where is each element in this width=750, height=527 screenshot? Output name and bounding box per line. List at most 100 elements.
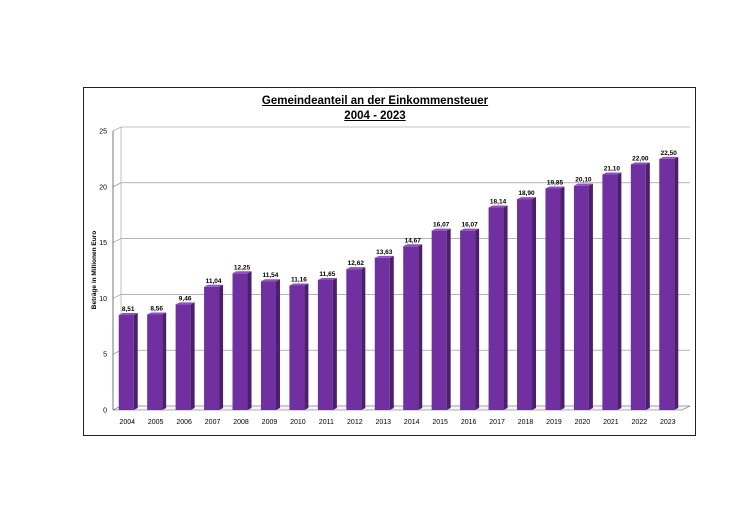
y-tick-label: 10 — [99, 296, 107, 303]
bar — [317, 279, 333, 410]
bar-top — [118, 313, 138, 316]
bar-value-label: 11,54 — [263, 272, 279, 279]
bar — [517, 199, 533, 410]
bar-top — [374, 255, 394, 258]
gridline-depth — [112, 182, 122, 188]
bar-value-label: 14,67 — [405, 237, 422, 244]
bar-top — [289, 283, 309, 286]
x-tick-label: 2009 — [262, 419, 278, 426]
x-tick-label: 2018 — [518, 419, 534, 426]
bar — [403, 246, 419, 410]
bar — [118, 315, 134, 410]
x-tick-label: 2011 — [319, 419, 334, 426]
y-tick-label: 15 — [99, 240, 107, 247]
bar-value-label: 8,51 — [122, 306, 135, 313]
bar-side — [674, 156, 679, 410]
bar-side — [532, 197, 537, 410]
bar-value-label: 9,46 — [179, 295, 192, 302]
x-tick-label: 2007 — [205, 419, 221, 426]
bar-value-label: 12,25 — [234, 264, 251, 271]
x-tick-label: 2021 — [603, 419, 619, 426]
bar-top — [431, 228, 451, 231]
bar-value-label: 16,07 — [433, 222, 450, 229]
bar-top — [659, 156, 679, 159]
bar — [260, 281, 276, 410]
gridline-depth — [112, 294, 122, 299]
chart-title: Gemeindeanteil an der Einkommensteuer 20… — [0, 94, 750, 124]
bar-side — [219, 284, 224, 410]
bar-value-label: 22,00 — [632, 155, 649, 162]
bar-value-label: 11,04 — [206, 278, 222, 285]
bar-top — [175, 302, 195, 305]
bar — [460, 230, 476, 410]
bars — [118, 156, 679, 410]
y-axis-title: Beträge in Millionen Euro — [91, 231, 98, 309]
bar-value-label: 18,14 — [490, 199, 507, 206]
bar-side — [617, 172, 622, 410]
bar — [147, 314, 163, 410]
x-tick-label: 2008 — [233, 419, 249, 426]
bar — [431, 230, 447, 410]
x-tick-label: 2014 — [404, 419, 420, 426]
x-tick-label: 2012 — [347, 419, 363, 426]
y-tick-label: 25 — [99, 129, 107, 136]
x-tick-label: 2013 — [375, 419, 391, 426]
x-tick-label: 2015 — [432, 419, 448, 426]
bar-value-label: 18,90 — [518, 190, 535, 197]
bar — [204, 286, 220, 410]
bar-top — [545, 186, 565, 189]
bar-top — [488, 205, 508, 208]
bar-value-label: 11,65 — [319, 271, 335, 278]
bar-top — [317, 277, 337, 280]
y-tick-label: 20 — [99, 184, 107, 191]
bar-value-label: 19,85 — [547, 179, 564, 186]
bar — [545, 188, 561, 410]
bar — [573, 185, 589, 410]
bar — [659, 158, 675, 410]
bar-side — [418, 244, 423, 410]
labels: 0 5 10 15 20 25 8,51 2004 8,56 2005 9,46 2006 11,04 2… — [99, 129, 677, 427]
bar-side — [446, 228, 451, 410]
bar-top — [260, 279, 280, 282]
gridline-depth — [112, 126, 122, 132]
bar-side — [361, 267, 366, 410]
bar — [630, 164, 646, 410]
bar-top — [460, 228, 480, 231]
bar-side — [190, 302, 195, 410]
bar-side — [389, 255, 394, 410]
bar-side — [503, 205, 508, 410]
x-tick-label: 2020 — [575, 419, 591, 426]
bar-value-label: 20,10 — [575, 177, 592, 184]
bar-side — [304, 283, 309, 410]
chart-title-line: Gemeindeanteil an der Einkommensteuer — [261, 95, 489, 107]
bar-top — [630, 162, 650, 165]
bar — [374, 257, 390, 410]
bar-side — [275, 279, 280, 410]
bar-side — [133, 313, 138, 410]
bar-value-label: 21,10 — [604, 166, 621, 173]
x-tick-label: 2016 — [461, 419, 477, 426]
bar-value-label: 16,07 — [461, 222, 478, 229]
bar-side — [475, 228, 480, 410]
bar-side — [332, 277, 337, 410]
chart-subtitle-line: 2004 - 2023 — [344, 110, 406, 122]
gridline-depth — [112, 238, 122, 243]
bar-top — [232, 271, 252, 274]
bar — [175, 304, 191, 410]
bar-top — [517, 197, 537, 200]
bar-value-label: 13,63 — [376, 249, 393, 256]
x-tick-label: 2004 — [119, 419, 135, 426]
bar-side — [162, 312, 167, 410]
x-tick-label: 2010 — [290, 419, 306, 426]
x-tick-label: 2023 — [660, 419, 676, 426]
bar-side — [645, 162, 650, 410]
x-tick-label: 2019 — [546, 419, 562, 426]
x-tick-label: 2017 — [489, 419, 505, 426]
bar-top — [573, 183, 593, 186]
bar — [346, 269, 362, 410]
bar-side — [560, 186, 565, 410]
x-tick-label: 2022 — [632, 419, 648, 426]
bar — [488, 207, 504, 410]
x-tick-label: 2006 — [176, 419, 192, 426]
